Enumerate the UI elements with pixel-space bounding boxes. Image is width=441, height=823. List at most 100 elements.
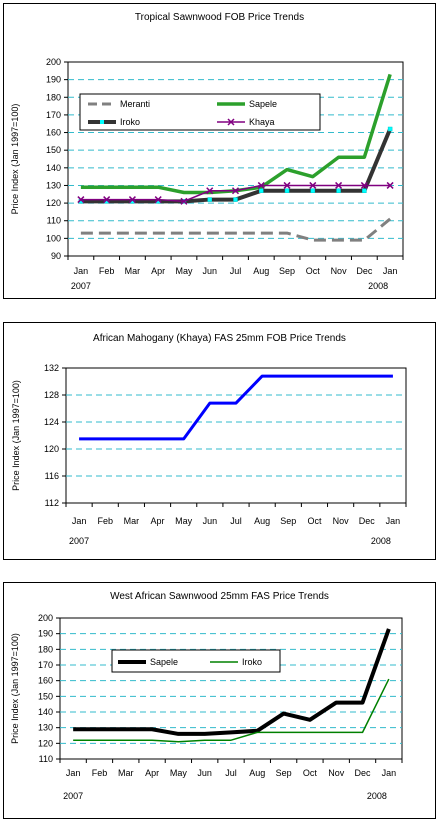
x-tick-label: Apr bbox=[151, 516, 165, 526]
x-tick-label: Mar bbox=[118, 768, 134, 778]
x-tick-label: May bbox=[175, 516, 193, 526]
x-tick-label: Feb bbox=[99, 266, 115, 276]
y-tick-label: 170 bbox=[38, 660, 53, 670]
x-tick-label: Dec bbox=[359, 516, 376, 526]
chart-title: African Mahogany (Khaya) FAS 25mm FOB Pr… bbox=[93, 333, 346, 344]
legend-label-iroko: Iroko bbox=[120, 117, 140, 127]
chart-title: West African Sawnwood 25mm FAS Price Tre… bbox=[110, 591, 329, 602]
x-tick-label: Oct bbox=[303, 768, 318, 778]
y-tick-label: 132 bbox=[44, 363, 59, 373]
legend-label-sapele: Sapele bbox=[150, 657, 178, 667]
year-label-end: 2008 bbox=[368, 281, 388, 291]
x-tick-label: Mar bbox=[125, 266, 141, 276]
y-axis-label: Price Index (Jan 1997=100) bbox=[10, 104, 20, 215]
y-tick-label: 180 bbox=[38, 644, 53, 654]
x-tick-label: Jun bbox=[203, 516, 218, 526]
year-label-start: 2007 bbox=[63, 791, 83, 801]
x-tick-label: Sep bbox=[276, 768, 292, 778]
data-point-iroko bbox=[337, 189, 341, 193]
x-tick-label: Oct bbox=[307, 516, 322, 526]
x-tick-label: Jan bbox=[74, 266, 89, 276]
data-point-iroko bbox=[259, 189, 263, 193]
x-tick-label: Nov bbox=[328, 768, 345, 778]
data-point-iroko bbox=[208, 198, 212, 202]
x-tick-label: Apr bbox=[151, 266, 165, 276]
data-point-iroko bbox=[311, 189, 315, 193]
x-tick-label: Jan bbox=[383, 266, 398, 276]
x-tick-label: Jan bbox=[66, 768, 81, 778]
y-tick-label: 116 bbox=[45, 471, 59, 481]
y-tick-label: 190 bbox=[38, 629, 53, 639]
year-label-end: 2008 bbox=[371, 536, 391, 546]
y-tick-label: 170 bbox=[46, 110, 61, 120]
y-tick-label: 110 bbox=[39, 754, 53, 764]
x-tick-label: Feb bbox=[97, 516, 113, 526]
year-label-start: 2007 bbox=[71, 281, 91, 291]
y-tick-label: 120 bbox=[44, 444, 59, 454]
plot-area bbox=[68, 62, 403, 256]
y-tick-label: 160 bbox=[38, 676, 53, 686]
chart-tropical-sawnwood: Tropical Sawnwood FOB Price Trends 90 100 1… bbox=[4, 4, 435, 298]
plot-area bbox=[60, 618, 402, 759]
x-tick-label: Dec bbox=[356, 266, 373, 276]
x-tick-label: Aug bbox=[254, 516, 270, 526]
y-tick-label: 150 bbox=[38, 691, 53, 701]
legend-label-khaya: Khaya bbox=[249, 117, 275, 127]
year-label-start: 2007 bbox=[69, 536, 89, 546]
x-tick-label: Jun bbox=[197, 768, 212, 778]
chart-panel-african-mahogany: African Mahogany (Khaya) FAS 25mm FOB Pr… bbox=[3, 322, 436, 560]
chart-panel-tropical-sawnwood: Tropical Sawnwood FOB Price Trends 90 100 1… bbox=[3, 3, 436, 299]
y-tick-label: 120 bbox=[38, 738, 53, 748]
x-tick-label: May bbox=[175, 266, 193, 276]
x-tick-label: Sep bbox=[280, 516, 296, 526]
y-axis-label: Price Index (Jan 1997=100) bbox=[11, 380, 21, 491]
x-tick-label: Aug bbox=[253, 266, 269, 276]
x-tick-label: Oct bbox=[306, 266, 321, 276]
y-tick-label: 150 bbox=[46, 145, 61, 155]
x-tick-label: Nov bbox=[331, 266, 348, 276]
chart-west-african-sawnwood: West African Sawnwood 25mm FAS Price Tre… bbox=[4, 583, 435, 818]
y-tick-label: 124 bbox=[44, 417, 59, 427]
x-tick-label: Jul bbox=[225, 768, 237, 778]
data-point-iroko bbox=[234, 198, 238, 202]
data-point-iroko bbox=[388, 127, 392, 131]
year-label-end: 2008 bbox=[367, 791, 387, 801]
y-tick-label: 190 bbox=[46, 75, 61, 85]
x-tick-label: Jul bbox=[230, 516, 242, 526]
x-tick-label: Mar bbox=[124, 516, 140, 526]
x-tick-label: Nov bbox=[333, 516, 350, 526]
y-tick-label: 110 bbox=[47, 216, 61, 226]
legend-label-iroko: Iroko bbox=[242, 657, 262, 667]
x-tick-label: Jan bbox=[386, 516, 401, 526]
y-tick-label: 128 bbox=[44, 390, 59, 400]
x-tick-label: Apr bbox=[145, 768, 159, 778]
legend-marker-iroko bbox=[100, 120, 104, 124]
y-tick-label: 100 bbox=[46, 233, 61, 243]
x-tick-label: Jan bbox=[382, 768, 397, 778]
x-tick-label: Jan bbox=[72, 516, 87, 526]
y-tick-label: 140 bbox=[38, 707, 53, 717]
y-tick-label: 200 bbox=[38, 613, 53, 623]
y-tick-label: 120 bbox=[46, 198, 61, 208]
y-axis-label: Price Index (Jan 1997=100) bbox=[10, 633, 20, 744]
data-point-iroko bbox=[285, 189, 289, 193]
x-tick-label: Jun bbox=[202, 266, 217, 276]
legend-label-sapele: Sapele bbox=[249, 99, 277, 109]
chart-title: Tropical Sawnwood FOB Price Trends bbox=[135, 12, 304, 23]
x-tick-label: Aug bbox=[249, 768, 265, 778]
y-tick-label: 130 bbox=[38, 723, 53, 733]
plot-area bbox=[66, 368, 406, 503]
y-tick-label: 180 bbox=[46, 92, 61, 102]
x-tick-label: Dec bbox=[355, 768, 372, 778]
y-tick-label: 112 bbox=[45, 498, 59, 508]
chart-african-mahogany: African Mahogany (Khaya) FAS 25mm FOB Pr… bbox=[4, 323, 435, 559]
legend-box bbox=[80, 94, 320, 130]
x-tick-label: Jul bbox=[230, 266, 242, 276]
y-tick-label: 90 bbox=[51, 251, 61, 261]
chart-panel-west-african-sawnwood: West African Sawnwood 25mm FAS Price Tre… bbox=[3, 582, 436, 819]
legend-label-meranti: Meranti bbox=[120, 99, 150, 109]
x-tick-label: Feb bbox=[92, 768, 108, 778]
x-tick-label: May bbox=[170, 768, 188, 778]
data-point-iroko bbox=[362, 189, 366, 193]
y-tick-label: 140 bbox=[46, 163, 61, 173]
